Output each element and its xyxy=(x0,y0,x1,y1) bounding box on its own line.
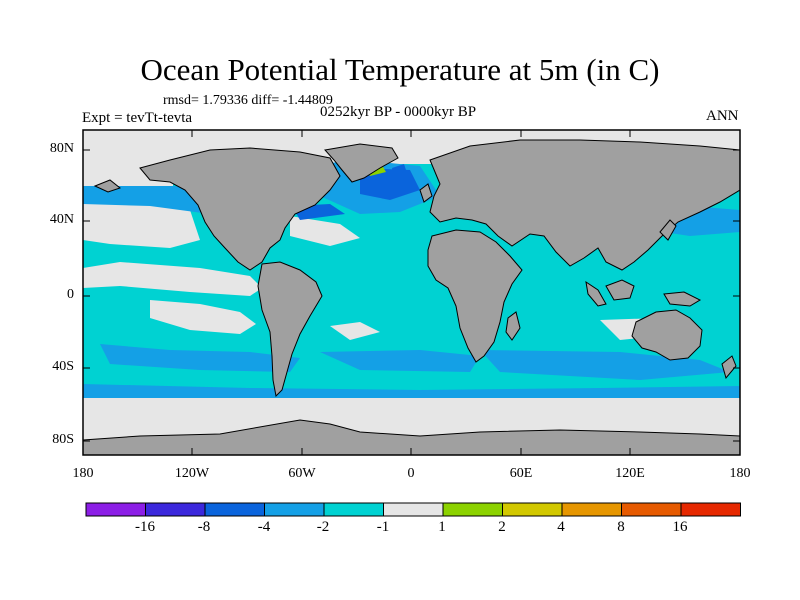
tropical-pacific-pale xyxy=(83,262,262,296)
madagascar xyxy=(505,311,521,341)
period-label: 0252kyr BP - 0000kyr BP xyxy=(320,104,477,120)
colorbar-swatch xyxy=(323,502,384,517)
new-guinea xyxy=(663,291,702,307)
stats-label: rmsd= 1.79336 diff= -1.44809 xyxy=(163,93,333,108)
greenland xyxy=(324,143,399,183)
south-pacific-cool xyxy=(100,344,300,372)
colorbar-label: 8 xyxy=(617,519,625,535)
colorbar-swatch xyxy=(145,502,206,517)
plot-title: Ocean Potential Temperature at 5m (in C) xyxy=(140,52,660,87)
barents-strong xyxy=(392,164,408,178)
new-zealand xyxy=(721,355,737,380)
south-pacific-pale xyxy=(150,300,256,334)
south-atlantic-pale xyxy=(330,322,380,340)
colorbar xyxy=(85,502,741,517)
season-label: ANN xyxy=(706,108,739,124)
north-america xyxy=(139,147,341,271)
south-america xyxy=(257,261,323,398)
lon-label-60e: 60E xyxy=(509,466,533,481)
colorbar-swatch xyxy=(442,502,503,517)
colorbar-label: -1 xyxy=(376,519,390,535)
colorbar-label: 1 xyxy=(438,519,446,535)
colorbar-swatch xyxy=(502,502,563,517)
north-pacific-pale xyxy=(83,196,200,248)
colorbar-swatch xyxy=(264,502,325,517)
lon-label-120w: 120W xyxy=(174,466,210,481)
uk xyxy=(419,183,433,203)
colorbar-label: -8 xyxy=(197,519,211,535)
lon-label-180-left: 180 xyxy=(72,466,94,481)
lon-label-60w: 60W xyxy=(288,466,316,481)
colorbar-swatch xyxy=(561,502,622,517)
indonesia-borneo xyxy=(605,279,635,301)
africa xyxy=(427,229,523,363)
eurasia xyxy=(429,139,740,271)
lat-label-40s: 40S xyxy=(52,359,74,374)
lat-label-80s: 80S xyxy=(52,432,74,447)
lon-label-0: 0 xyxy=(407,466,415,481)
land-masses xyxy=(83,139,740,455)
alaska-islands xyxy=(93,179,122,193)
colorbar-label: 4 xyxy=(557,519,565,535)
colorbar-label: -16 xyxy=(135,519,155,535)
colorbar-label: -2 xyxy=(316,519,330,535)
south-atlantic-cool xyxy=(320,350,480,372)
japan xyxy=(659,219,677,241)
colorbar-swatch xyxy=(204,502,265,517)
colorbar-label: 2 xyxy=(498,519,506,535)
colorbar-swatch xyxy=(680,502,741,517)
colorbar-swatch xyxy=(621,502,682,517)
lon-label-120e: 120E xyxy=(615,466,645,481)
sumatra xyxy=(585,280,607,307)
colorbar-swatch xyxy=(383,502,444,517)
colorbar-swatch xyxy=(85,502,146,517)
colorbar-label: 16 xyxy=(672,519,688,535)
gulfstream-pale xyxy=(290,216,360,246)
antarctica xyxy=(83,419,740,455)
colorbar-label: -4 xyxy=(257,519,271,535)
experiment-label: Expt = tevTt-tevta xyxy=(82,110,193,126)
map-ticks xyxy=(82,130,741,455)
lat-label-40n: 40N xyxy=(49,212,74,227)
lat-label-0: 0 xyxy=(67,287,74,302)
lat-label-80n: 80N xyxy=(49,141,74,156)
australia xyxy=(631,309,703,361)
lon-label-180-right: 180 xyxy=(729,466,751,481)
subantarctic-cool xyxy=(83,384,740,398)
